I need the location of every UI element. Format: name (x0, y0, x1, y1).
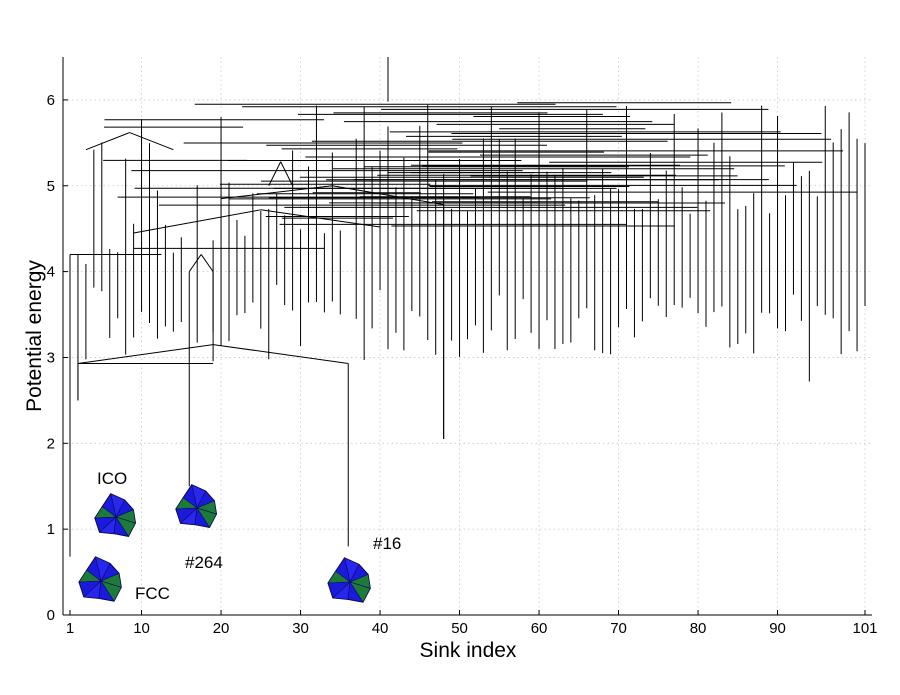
cluster-edge (196, 490, 206, 509)
cluster-edge (349, 581, 364, 603)
cluster-edge (196, 500, 215, 509)
y-tick-label: 2 (47, 435, 55, 452)
cluster-edge (99, 516, 117, 533)
cluster-edge (175, 507, 198, 510)
cluster-edge (191, 484, 198, 509)
x-ticks: 1 10 20 30 40 50 60 70 80 90 101 (66, 610, 878, 637)
y-tick-label: 6 (47, 92, 55, 109)
y-ticks: 0 1 2 3 4 5 6 (47, 92, 68, 624)
x-axis-label: Sink index (420, 639, 517, 662)
cluster-edge (196, 507, 210, 528)
x-tick-label: 50 (451, 620, 468, 637)
y-tick-label: 0 (47, 607, 55, 624)
annotation-fcc: FCC (135, 584, 170, 603)
cluster-edge (194, 507, 198, 525)
merge-diag (268, 161, 282, 186)
cluster-edge (113, 516, 117, 534)
cluster-edge (349, 564, 360, 583)
cluster-264-image (175, 484, 218, 528)
cluster-edge (349, 581, 371, 589)
dendrogram-tree (69, 57, 866, 557)
grid-layer (63, 57, 872, 615)
x-tick-label: 90 (769, 620, 786, 637)
merge-diag (260, 209, 381, 228)
y-tick-label: 1 (47, 521, 55, 538)
x-tick-label: 101 (852, 620, 877, 637)
merge-diag (133, 209, 261, 234)
cluster-edge (335, 570, 351, 583)
cluster-edge (347, 581, 351, 600)
merge-diag (129, 132, 174, 151)
x-tick-label: 80 (690, 620, 707, 637)
axes (62, 57, 872, 616)
cluster-edge (83, 580, 102, 598)
merge-diag (280, 161, 294, 186)
cluster-edge (115, 499, 125, 518)
y-tick-label: 3 (47, 349, 55, 366)
cluster-edge (196, 507, 217, 515)
x-tick-label: 70 (610, 620, 627, 637)
merge-diag (77, 344, 214, 364)
cluster-edge (183, 497, 198, 509)
x-tick-label: 1 (66, 620, 74, 637)
y-tick-label: 4 (47, 264, 55, 281)
cluster-edge (344, 557, 351, 583)
x-tick-label: 60 (531, 620, 548, 637)
merge-diag (200, 254, 214, 272)
cluster-edge (115, 509, 134, 518)
cluster-edge (98, 580, 102, 599)
merge-diag (332, 185, 444, 206)
cluster-edge (115, 516, 129, 537)
cluster-edge (100, 573, 120, 582)
y-tick-label: 5 (47, 178, 55, 195)
ico-cluster-image (94, 493, 137, 537)
cluster-edge (180, 507, 198, 524)
cluster-edge (102, 506, 117, 518)
merge-diag (220, 185, 333, 200)
cluster-edge (100, 563, 111, 582)
cluster-edge (95, 556, 102, 582)
cluster-edge (349, 574, 369, 583)
annotation-ico: ICO (97, 469, 127, 488)
fcc-cluster-image (78, 556, 122, 602)
cluster-edge (100, 580, 122, 588)
x-tick-label: 10 (133, 620, 150, 637)
cluster-edge (78, 580, 102, 583)
merge-diag (85, 132, 130, 151)
annotation-264: #264 (185, 553, 223, 572)
merge-diag (213, 344, 349, 364)
y-axis-label: Potential energy (23, 260, 46, 412)
cluster-edge (327, 581, 351, 584)
cluster-edge (332, 581, 351, 599)
annotation-16: #16 (373, 534, 401, 553)
cluster-edge (94, 516, 117, 519)
cluster-edge (115, 516, 136, 524)
x-tick-label: 40 (372, 620, 389, 637)
merge-diag (188, 254, 202, 272)
cluster-16-image (327, 557, 371, 603)
x-tick-label: 30 (292, 620, 309, 637)
cluster-edge (110, 493, 117, 518)
x-tick-label: 20 (213, 620, 230, 637)
cluster-edge (86, 569, 102, 582)
cluster-edge (100, 580, 115, 602)
molecule-images (78, 484, 371, 603)
